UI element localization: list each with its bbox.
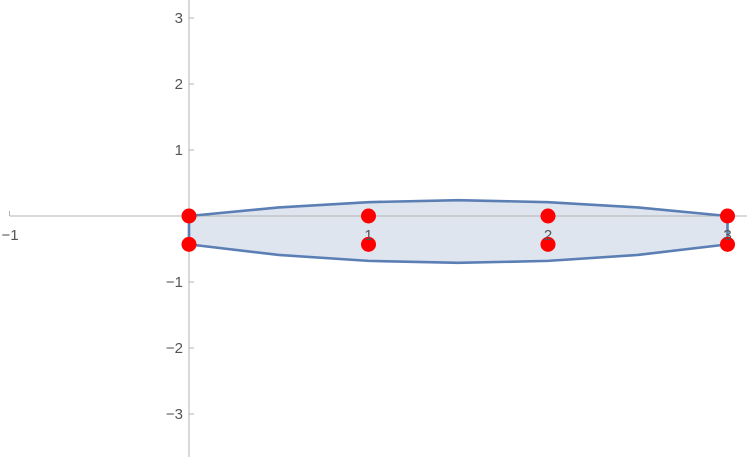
data-point [361, 236, 376, 252]
data-point [720, 208, 735, 224]
y-tick-label: −3 [166, 406, 183, 423]
y-tick-label: −2 [166, 340, 183, 357]
data-point [181, 236, 197, 252]
x-tick-label: −1 [1, 227, 18, 244]
data-point [540, 208, 556, 224]
lower-boundary-line [188, 243, 728, 265]
y-tick-label: −1 [166, 274, 183, 291]
point-layer [181, 208, 735, 252]
x-tick-label: 2 [544, 227, 552, 244]
x-tick-label: 3 [723, 227, 731, 244]
tick-label-layer: −1 1 2 3 3 2 1 −1 −2 −3 [1, 10, 731, 423]
data-point [540, 236, 556, 252]
data-point [181, 208, 197, 224]
y-tick-label: 1 [175, 142, 183, 159]
upper-boundary-line [188, 198, 728, 218]
data-point [361, 208, 376, 224]
data-point [720, 236, 735, 252]
y-tick-label: 2 [175, 76, 183, 93]
x-tick-label: 1 [364, 227, 372, 244]
y-tick-label: 3 [175, 10, 183, 27]
